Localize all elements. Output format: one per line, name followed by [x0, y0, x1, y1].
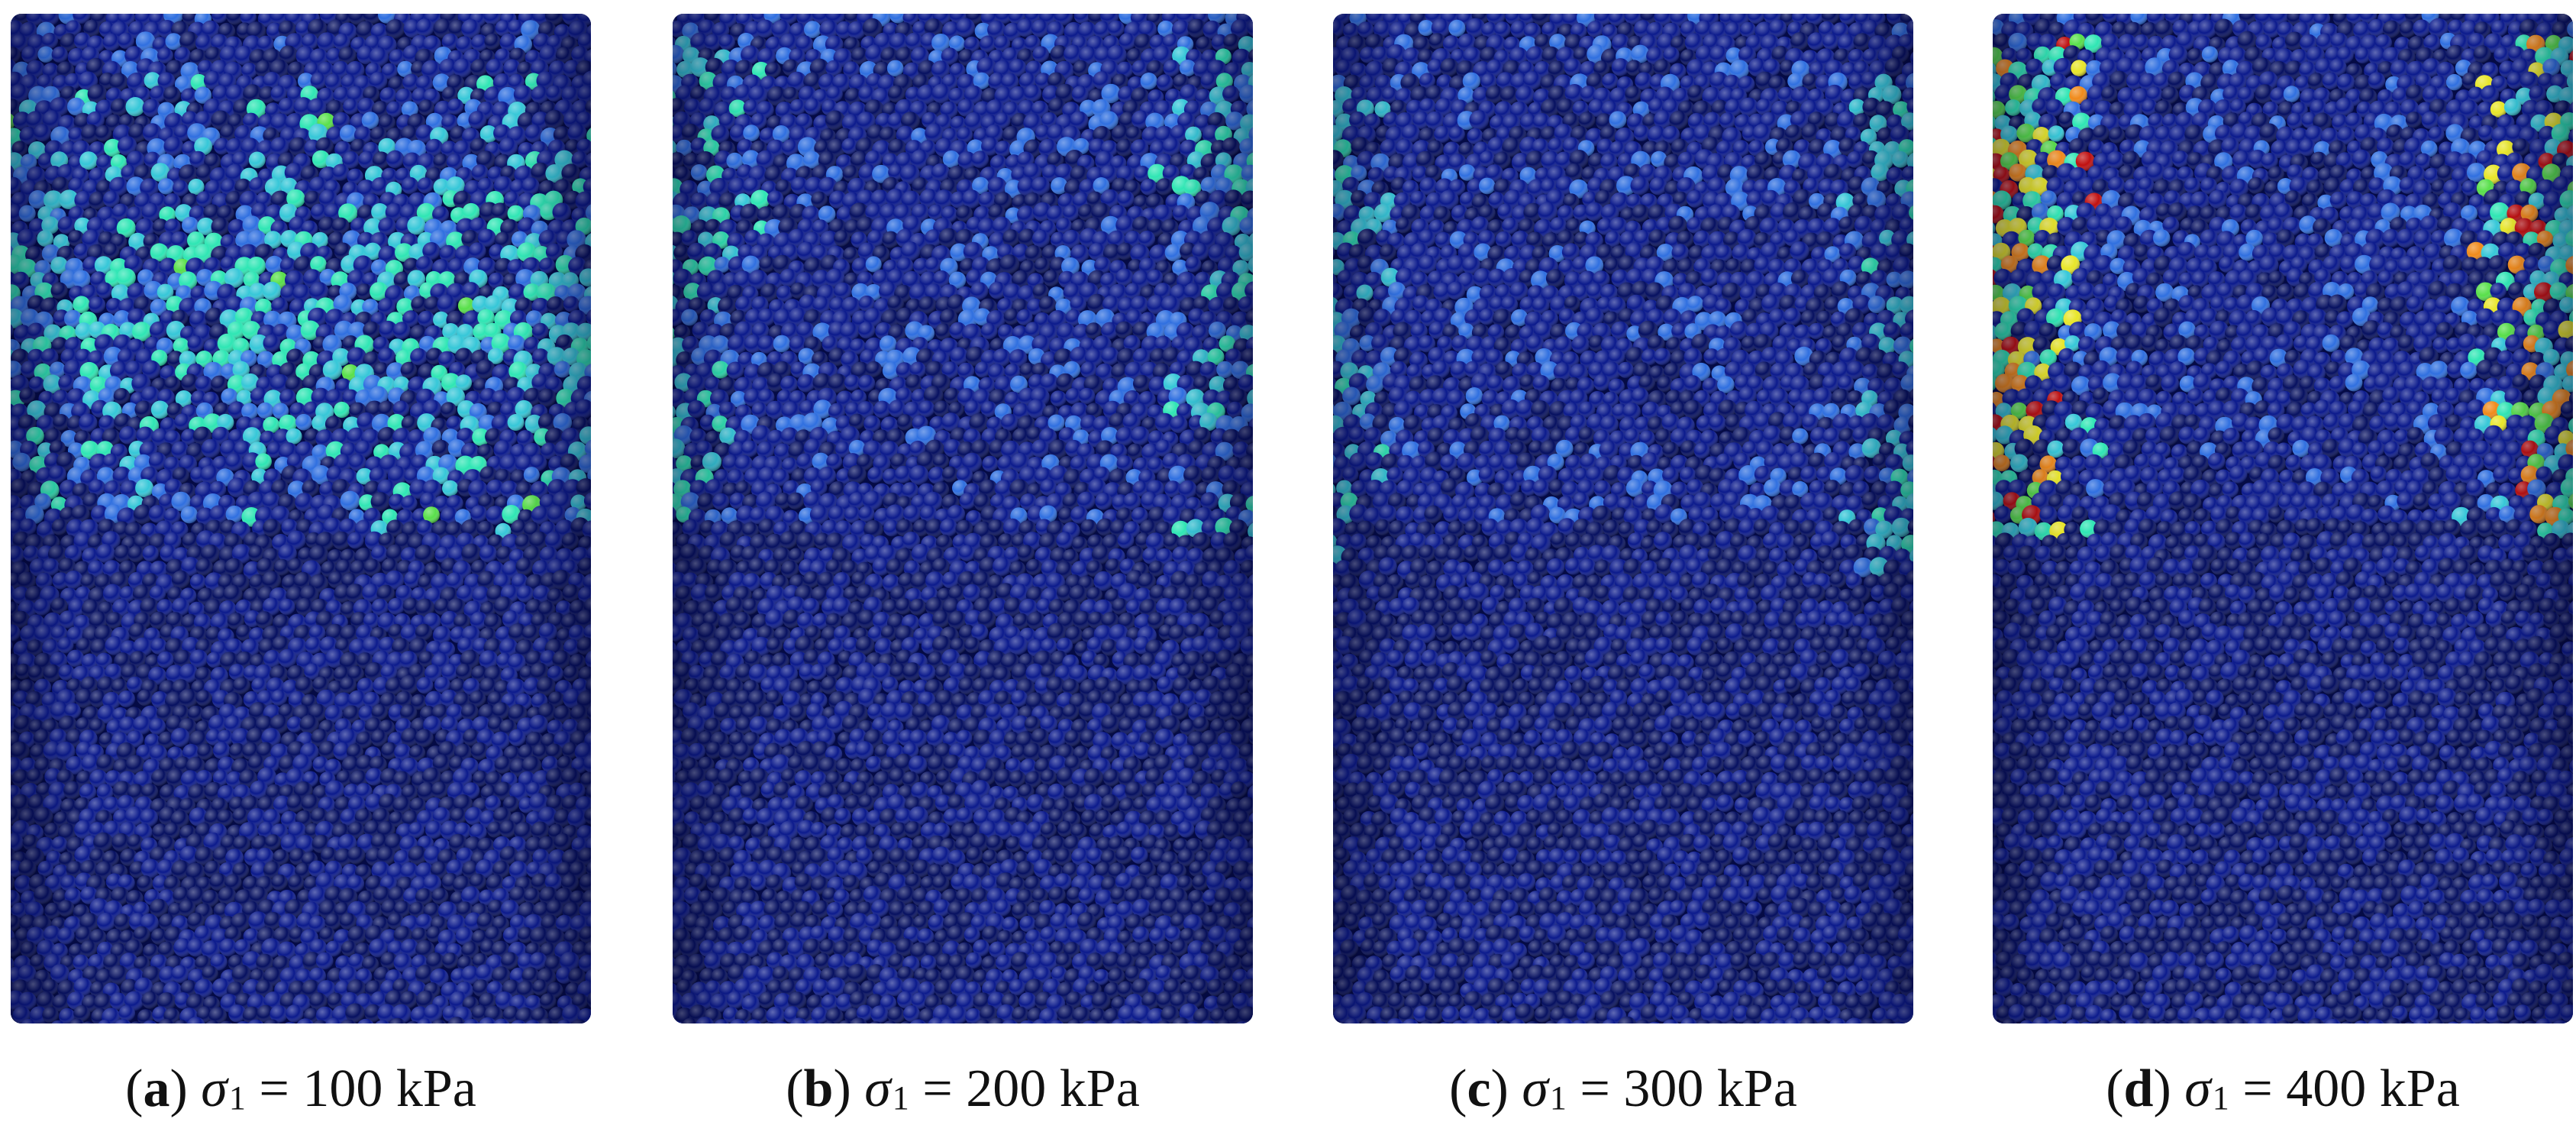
particle-sample-image	[11, 14, 591, 1023]
panel-caption: (c) σ1 = 300 kPa	[1333, 1053, 1913, 1135]
pressure-value: 300 kPa	[1623, 1059, 1797, 1118]
panel-a: (a) σ1 = 100 kPa	[11, 0, 591, 1133]
sigma-subscript: 1	[2213, 1079, 2229, 1117]
panel-label: c	[1467, 1059, 1490, 1118]
equals-sign: =	[2242, 1059, 2272, 1118]
sigma-subscript: 1	[1550, 1079, 1567, 1117]
particle-sample-image	[1333, 14, 1913, 1023]
panel-caption: (d) σ1 = 400 kPa	[1993, 1053, 2573, 1135]
pressure-value: 100 kPa	[302, 1059, 476, 1118]
panel-label: a	[143, 1059, 169, 1118]
sigma-symbol: σ	[2184, 1059, 2211, 1118]
sigma-subscript: 1	[229, 1079, 246, 1117]
panel-d: (d) σ1 = 400 kPa	[1993, 0, 2573, 1133]
equals-sign: =	[922, 1059, 952, 1118]
panel-b: (b) σ1 = 200 kPa	[673, 0, 1253, 1133]
sigma-subscript: 1	[893, 1079, 909, 1117]
particle-sample-image	[673, 14, 1253, 1023]
panel-caption: (b) σ1 = 200 kPa	[673, 1053, 1253, 1135]
pressure-value: 400 kPa	[2286, 1059, 2460, 1118]
sigma-symbol: σ	[864, 1059, 891, 1118]
panel-c: (c) σ1 = 300 kPa	[1333, 0, 1913, 1133]
sigma-symbol: σ	[201, 1059, 228, 1118]
pressure-value: 200 kPa	[966, 1059, 1140, 1118]
panel-label: d	[2124, 1059, 2154, 1118]
equals-sign: =	[1580, 1059, 1609, 1118]
equals-sign: =	[259, 1059, 289, 1118]
panel-caption: (a) σ1 = 100 kPa	[11, 1053, 591, 1135]
panel-label: b	[804, 1059, 834, 1118]
sigma-symbol: σ	[1522, 1059, 1548, 1118]
particle-sample-image	[1993, 14, 2573, 1023]
